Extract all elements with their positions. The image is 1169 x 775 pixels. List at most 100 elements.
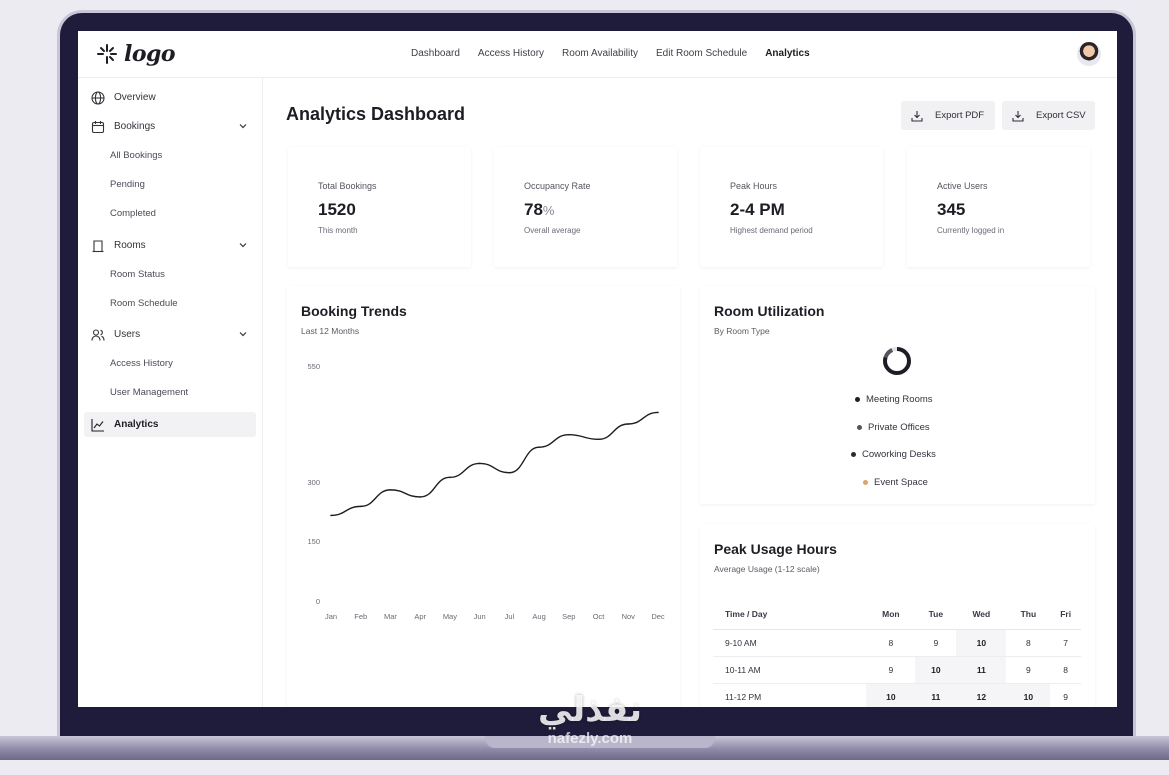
usage-cell: 7 (1050, 629, 1081, 657)
users-icon (91, 328, 105, 341)
sidebar-item-bookings[interactable]: Bookings (84, 114, 256, 139)
data-point (419, 496, 421, 498)
export-csv-button[interactable]: Export CSV (1002, 101, 1095, 130)
usage-cell: 10 (866, 683, 916, 707)
y-tick-label: 150 (307, 537, 320, 546)
sidebar-item-label: Analytics (114, 419, 159, 430)
nav-edit-room-schedule[interactable]: Edit Room Schedule (656, 48, 748, 59)
top-navbar: logo Dashboard Access History Room Avail… (78, 31, 1117, 78)
data-point (449, 476, 451, 479)
usage-cell: 9 (915, 629, 957, 657)
export-pdf-button[interactable]: Export PDF (901, 101, 995, 130)
column-header: Thu (1006, 599, 1051, 630)
data-point (389, 489, 392, 491)
legend-dot (851, 452, 856, 457)
download-icon (1012, 110, 1024, 122)
sidebar-sub-user-management[interactable]: User Management (110, 387, 189, 398)
nav-dashboard[interactable]: Dashboard (411, 48, 460, 59)
x-tick-label: Sep (562, 612, 575, 621)
usage-cell: 8 (1050, 656, 1081, 684)
watermark: نفذلي nafezly.com (505, 690, 675, 770)
sidebar-sub-access-history[interactable]: Access History (110, 358, 173, 369)
top-nav: Dashboard Access History Room Availabili… (411, 48, 810, 59)
y-tick-label: 300 (307, 478, 320, 487)
booking-trends-panel: Booking Trends Last 12 Months 0 150 300 550… (287, 286, 680, 707)
door-icon (92, 239, 104, 252)
booking-trends-chart: 0 150 300 550 Jan Feb Mar Apr May Jun Jul Aug Sep Oct… (307, 362, 665, 621)
sidebar-item-rooms[interactable]: Rooms (84, 233, 256, 258)
column-header: Tue (915, 599, 957, 630)
stat-card-peak-hours: Peak Hours 2-4 PM Highest demand period (700, 147, 883, 267)
stat-card-total-bookings: Total Bookings 1520 This month (288, 147, 471, 267)
app-screen: logo Dashboard Access History Room Avail… (78, 31, 1117, 707)
x-tick-label: Jul (505, 612, 515, 621)
user-avatar[interactable] (1077, 42, 1101, 66)
sidebar-item-label: Bookings (114, 121, 156, 132)
stat-label: Occupancy Rate (524, 181, 591, 191)
peak-usage-table-body: 9-10 AM 8 9 10 8 7 10-11 AM 9 10 11 9 8 11-12 PM 10 11… (713, 629, 1081, 707)
column-header: Mon (866, 599, 916, 630)
chevron-down-icon[interactable] (238, 240, 248, 250)
logo-text: logo (124, 41, 176, 67)
stat-card-active-users: Active Users 345 Currently logged in (907, 147, 1090, 267)
legend-item-meeting-rooms: Meeting Rooms (855, 394, 933, 405)
laptop-notch (485, 736, 715, 748)
sidebar-sub-room-schedule[interactable]: Room Schedule (110, 298, 178, 309)
globe-icon (91, 90, 105, 105)
usage-cell: 11 (956, 656, 1007, 684)
sidebar-item-label: Overview (114, 92, 156, 103)
usage-cell: 9 (1050, 683, 1081, 707)
page-title: Analytics Dashboard (286, 104, 466, 124)
x-tick-label: Nov (622, 612, 636, 621)
chevron-down-icon[interactable] (238, 121, 248, 131)
sidebar-sub-completed[interactable]: Completed (110, 208, 156, 219)
x-tick-label: Apr (414, 612, 426, 621)
x-tick-label: Jun (474, 612, 486, 621)
data-point (627, 423, 630, 425)
usage-cell: 9 (1006, 656, 1051, 684)
x-tick-label: Aug (532, 612, 545, 621)
usage-cell: 8 (1006, 629, 1051, 657)
sidebar-sub-room-status[interactable]: Room Status (110, 269, 165, 280)
logo-mark-icon (96, 43, 118, 65)
export-pdf-label: Export PDF (935, 110, 985, 121)
legend-dot (857, 425, 862, 430)
nav-analytics[interactable]: Analytics (765, 48, 810, 59)
column-header: Time / Day (713, 599, 867, 630)
table-row: 10-11 AM 9 10 11 9 8 (713, 656, 1081, 684)
time-cell: 10-11 AM (713, 656, 867, 684)
room-utilization-title: Room Utilization (714, 303, 825, 319)
data-point (538, 446, 540, 448)
x-tick-label: Oct (593, 612, 606, 621)
legend-dot (855, 397, 860, 402)
sidebar-item-users[interactable]: Users (84, 322, 256, 347)
time-cell: 9-10 AM (713, 629, 867, 657)
sidebar-sub-all-bookings[interactable]: All Bookings (110, 150, 163, 161)
x-tick-label: Dec (651, 612, 665, 621)
logo[interactable]: logo (96, 41, 176, 67)
table-row: 9-10 AM 8 9 10 8 7 (713, 629, 1081, 657)
y-tick-label: 0 (316, 597, 320, 606)
data-point (359, 505, 362, 508)
data-point (568, 433, 570, 436)
peak-usage-panel: Peak Usage Hours Average Usage (1-12 sca… (700, 524, 1095, 707)
stat-card-occupancy-rate: Occupancy Rate 78% Overall average (494, 147, 677, 267)
sidebar-item-analytics[interactable]: Analytics (84, 412, 256, 437)
nav-access-history[interactable]: Access History (477, 48, 545, 59)
download-icon (911, 110, 923, 122)
usage-cell: 9 (866, 656, 916, 684)
sidebar-item-overview[interactable]: Overview (84, 85, 256, 110)
chevron-down-icon[interactable] (238, 329, 248, 339)
sidebar-item-label: Users (114, 329, 141, 340)
x-tick-label: Mar (384, 612, 397, 621)
usage-cell: 12 (956, 683, 1007, 707)
nav-room-availability[interactable]: Room Availability (562, 48, 639, 59)
column-header: Fri (1050, 599, 1081, 630)
sidebar-sub-pending[interactable]: Pending (110, 179, 145, 190)
stat-subtext: Overall average (524, 226, 581, 235)
y-tick-label: 550 (307, 362, 320, 371)
booking-trends-subtitle: Last 12 Months (301, 326, 360, 336)
stat-subtext: This month (318, 226, 358, 235)
stat-label: Peak Hours (730, 181, 778, 191)
legend-item-private-offices: Private Offices (857, 422, 930, 433)
